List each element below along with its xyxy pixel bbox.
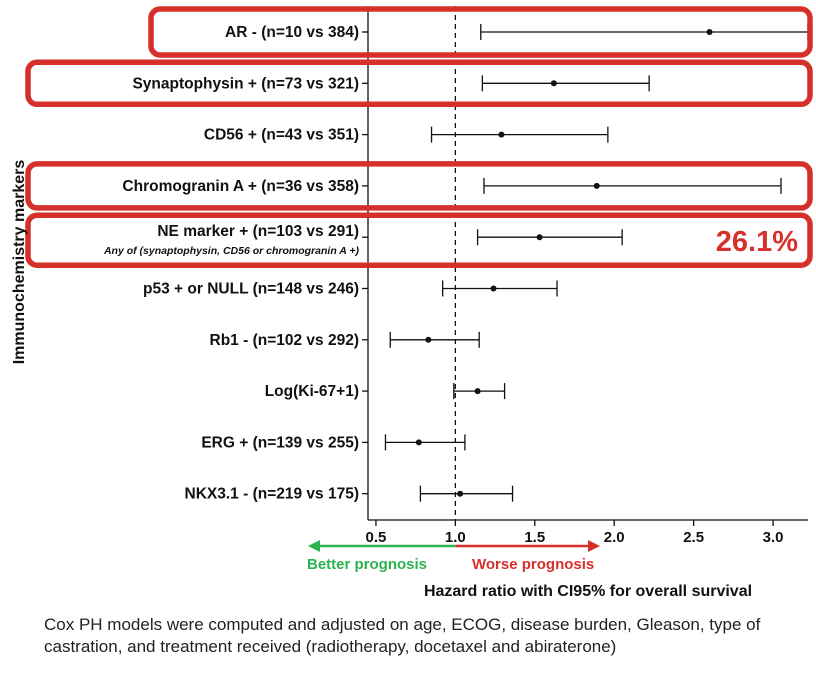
percentage-annotation: 26.1% (716, 226, 798, 258)
hr-point (536, 234, 543, 241)
row-label: CD56 + (n=43 vs 351) (204, 127, 359, 144)
hr-point (550, 80, 557, 87)
x-tick-label: 1.5 (524, 529, 545, 546)
row-label: NE marker + (n=103 vs 291) (157, 223, 359, 240)
footnote-caption: Cox PH models were computed and adjusted… (44, 615, 761, 656)
hr-point (474, 388, 481, 395)
highlight-box (25, 59, 813, 108)
better-prognosis-arrowhead (308, 540, 320, 552)
row-label: Synaptophysin + (n=73 vs 321) (132, 75, 359, 92)
hr-point (498, 131, 505, 138)
row-label: AR - (n=10 vs 384) (225, 24, 359, 41)
row-label: Chromogranin A + (n=36 vs 358) (122, 178, 359, 195)
row-label: Rb1 - (n=102 vs 292) (210, 332, 359, 349)
x-tick-label: 0.5 (366, 529, 387, 546)
highlight-box (25, 212, 813, 268)
hr-point (425, 336, 432, 343)
x-tick-label: 1.0 (445, 529, 466, 546)
row-label: Log(Ki-67+1) (265, 383, 359, 400)
row-label: NKX3.1 - (n=219 vs 175) (185, 486, 359, 503)
worse-prognosis-arrowhead (588, 540, 600, 552)
x-tick-label: 3.0 (763, 529, 784, 546)
highlight-box (25, 161, 813, 211)
highlight-box (148, 6, 813, 58)
x-tick-label: 2.5 (683, 529, 704, 546)
hr-point (593, 182, 600, 189)
hr-point (457, 490, 464, 497)
x-tick-label: 2.0 (604, 529, 625, 546)
row-label: ERG + (n=139 vs 255) (201, 434, 359, 451)
hr-point (490, 285, 497, 292)
hr-point (706, 29, 713, 35)
better-prognosis-label: Better prognosis (307, 556, 427, 573)
y-axis-label: Immunochemistry markers (11, 160, 28, 365)
row-sublabel: Any of (synaptophysin, CD56 or chromogra… (103, 245, 360, 257)
hr-point (415, 439, 422, 446)
row-label: p53 + or NULL (n=148 vs 246) (143, 281, 359, 298)
x-axis-label: Hazard ratio with CI95% for overall surv… (424, 583, 752, 600)
worse-prognosis-label: Worse prognosis (472, 556, 594, 573)
